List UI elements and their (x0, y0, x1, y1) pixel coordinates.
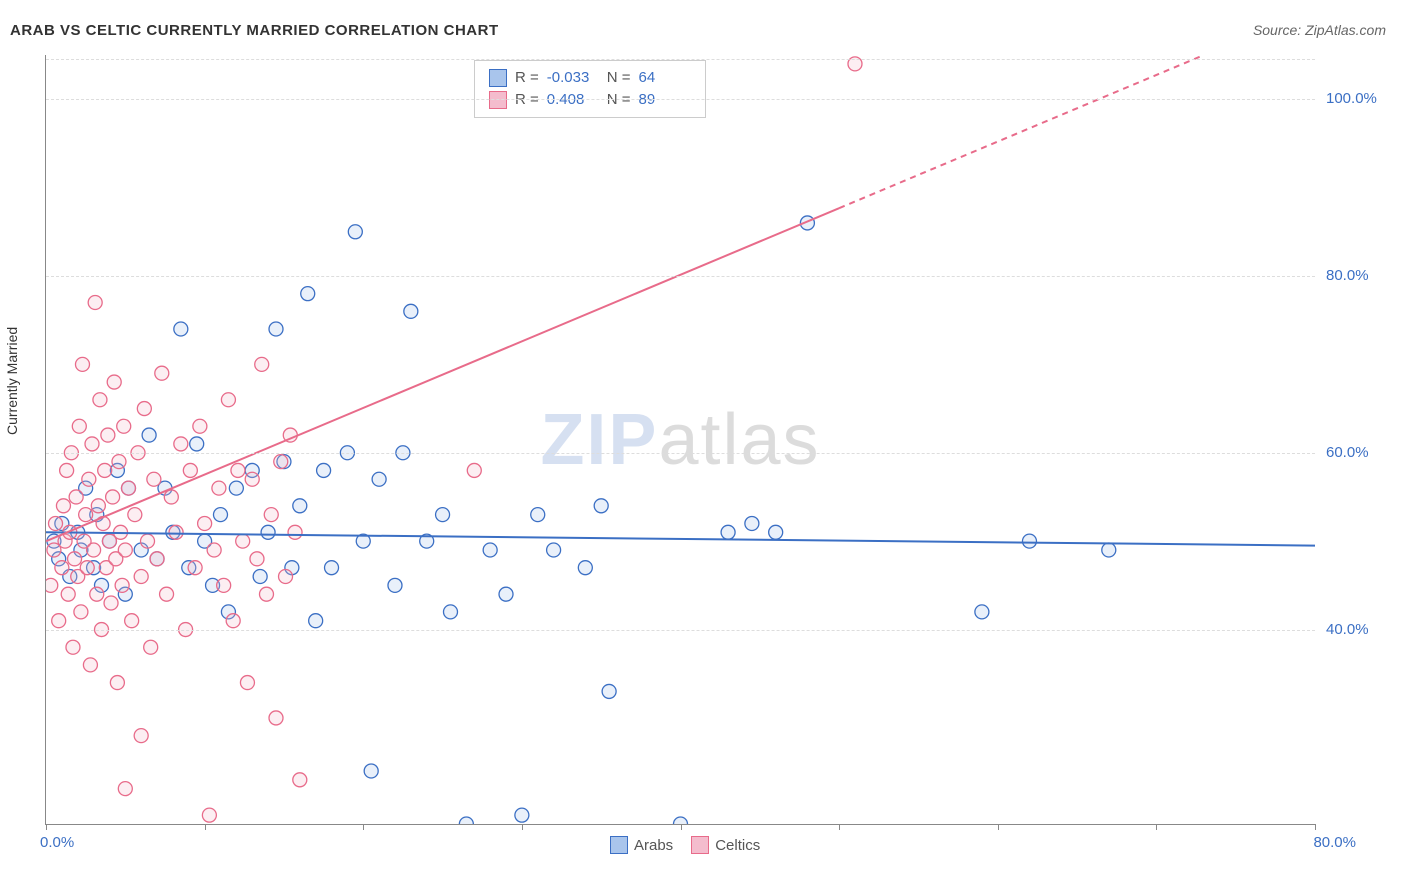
n-label: N = (607, 67, 631, 89)
y-tick-label: 40.0% (1326, 621, 1369, 638)
x-origin-label: 0.0% (40, 834, 74, 851)
series-legend: Arabs Celtics (610, 836, 760, 854)
chart-svg (46, 55, 1315, 824)
y-tick-label: 60.0% (1326, 444, 1369, 461)
watermark: ZIPatlas (540, 399, 820, 481)
n-value-arabs: 64 (639, 67, 691, 89)
r-label: R = (515, 67, 539, 89)
corr-row-arabs: R = -0.033 N = 64 (489, 67, 691, 89)
legend-item-arabs: Arabs (610, 836, 673, 854)
legend-label-celtics: Celtics (715, 837, 760, 854)
correlation-legend: R = -0.033 N = 64 R = 0.408 N = 89 (474, 60, 706, 118)
legend-item-celtics: Celtics (691, 836, 760, 854)
source-label: Source: ZipAtlas.com (1253, 22, 1386, 38)
watermark-atlas: atlas (658, 400, 820, 480)
y-axis-label: Currently Married (4, 327, 20, 435)
r-value-arabs: -0.033 (547, 67, 599, 89)
legend-label-arabs: Arabs (634, 837, 673, 854)
scatter-plot: ZIPatlas R = -0.033 N = 64 R = 0.408 N =… (45, 55, 1315, 825)
y-tick-label: 100.0% (1326, 90, 1377, 107)
watermark-zip: ZIP (540, 400, 658, 480)
y-tick-label: 80.0% (1326, 267, 1369, 284)
legend-swatch-arabs (610, 836, 628, 854)
x-max-label: 80.0% (1313, 834, 1356, 851)
chart-title: ARAB VS CELTIC CURRENTLY MARRIED CORRELA… (10, 22, 499, 39)
swatch-arabs (489, 69, 507, 87)
legend-swatch-celtics (691, 836, 709, 854)
